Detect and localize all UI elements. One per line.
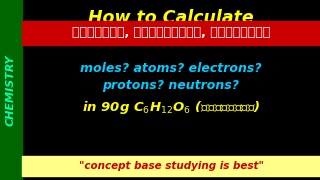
Bar (22, 156, 320, 176)
Text: moles? atoms? electrons?: moles? atoms? electrons? (80, 62, 262, 75)
Bar (22, 21, 320, 45)
Text: in 90g C$_6$H$_{12}$O$_6$ (గ్లూకోస్): in 90g C$_6$H$_{12}$O$_6$ (గ్లూకోస్) (82, 100, 260, 116)
Text: CHEMISTRY: CHEMISTRY (6, 54, 16, 126)
Text: కార్బన్, హైడ్రోజన్, ఆక్సిజన్: కార్బన్, హైడ్రోజన్, ఆక్సిజన్ (72, 26, 270, 39)
Text: How to Calculate: How to Calculate (88, 9, 254, 27)
Text: protons? neutrons?: protons? neutrons? (102, 80, 239, 93)
Text: "concept base studying is best": "concept base studying is best" (79, 161, 263, 171)
Bar (0, 0, 22, 180)
